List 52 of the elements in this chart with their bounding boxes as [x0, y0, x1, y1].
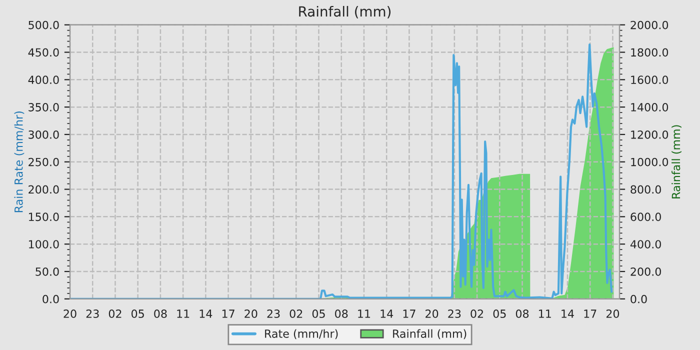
y2-tick-label: 400.0: [630, 240, 661, 248]
x-tick-label: 17: [222, 310, 234, 318]
x-tick-label: 02: [470, 310, 483, 318]
x-tick-label: 20: [426, 310, 438, 318]
y-axis-title: Rain Rate (mm/hr): [14, 112, 24, 212]
x-tick-label: 05: [312, 310, 325, 318]
x-tick-label: 23: [448, 310, 461, 318]
x-tick-label: 20: [244, 310, 258, 318]
x-tick-label: 11: [177, 310, 190, 318]
x-tick-label: 14: [200, 310, 212, 318]
x-tick-label: 23: [267, 310, 280, 318]
y-tick-label: 300.0: [28, 130, 59, 139]
y-tick-label: 0.0: [42, 294, 59, 304]
y2-tick-label: 2000.0: [630, 20, 668, 30]
x-tick-label: 02: [290, 310, 302, 318]
x-tick-label: 17: [584, 310, 596, 318]
y-tick-label: 100.0: [28, 240, 59, 248]
x-tick-label: 08: [335, 310, 348, 318]
x-tick-label: 05: [132, 310, 144, 318]
x-tick-label: 23: [86, 310, 99, 318]
y2-tick-label: 1600.0: [631, 76, 668, 84]
x-tick-label: 08: [516, 310, 529, 318]
chart-title: Rainfall (mm): [299, 6, 391, 18]
y-tick-label: 250.0: [28, 158, 59, 166]
y2-tick-label: 1000.0: [631, 158, 668, 166]
y-tick-label: 400.0: [28, 76, 59, 84]
y2-tick-label: 0.0: [630, 294, 647, 304]
x-tick-label: 20: [64, 310, 76, 318]
y-tick-label: 200.0: [28, 185, 59, 194]
x-tick-label: 17: [403, 310, 416, 318]
y-tick-label: 450.0: [28, 48, 59, 57]
x-tick-label: 05: [493, 310, 506, 318]
x-tick-label: 08: [154, 310, 167, 318]
x-tick-label: 20: [606, 310, 620, 318]
y2-tick-label: 1400.0: [631, 103, 668, 112]
y-tick-label: 150.0: [28, 212, 59, 222]
x-tick-label: 02: [108, 310, 122, 318]
y2-tick-label: 800.0: [630, 185, 661, 194]
y2-axis-title: Rainfall (mm): [672, 125, 682, 198]
y2-tick-label: 200.0: [630, 267, 661, 276]
y-tick-label: 500.0: [28, 20, 59, 30]
legend-label: Rainfall (mm): [393, 329, 466, 340]
x-tick-label: 14: [562, 310, 574, 318]
y-tick-label: 50.0: [36, 267, 59, 276]
y2-tick-label: 600.0: [630, 212, 661, 222]
x-tick-label: 11: [539, 310, 551, 318]
y2-tick-label: 1200.0: [631, 130, 668, 139]
y2-tick-label: 1800.0: [631, 48, 668, 57]
x-tick-label: 14: [380, 310, 394, 318]
y-tick-label: 350.0: [28, 103, 59, 112]
x-tick-label: 11: [358, 310, 370, 318]
legend-label: Rate (mm/hr): [265, 329, 338, 340]
